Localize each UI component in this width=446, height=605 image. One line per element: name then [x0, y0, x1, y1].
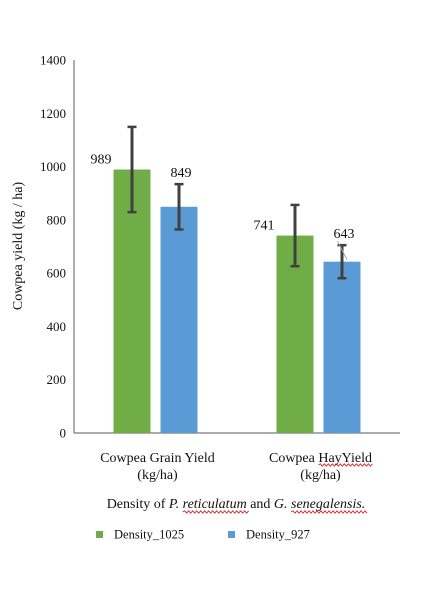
- spellcheck-squiggle: [318, 463, 373, 467]
- data-label: 643: [334, 227, 355, 242]
- y-tick-label: 1000: [40, 159, 66, 174]
- x-axis-title: Density of P. reticulatum and G. senegal…: [107, 497, 366, 512]
- error-bar: [290, 203, 300, 268]
- bar-density-1025: [113, 169, 151, 433]
- legend-item-density-927: Density_927: [228, 528, 310, 542]
- legend: Density_1025 Density_927: [96, 528, 310, 542]
- x-axis-title-part: and: [247, 497, 274, 512]
- bar-density-1025: [276, 235, 314, 433]
- category-label: Cowpea Grain Yield: [100, 451, 215, 466]
- data-labels: 989 849 741 643: [91, 153, 355, 260]
- category-label: Cowpea HayYield: [269, 451, 372, 466]
- error-bar: [127, 125, 137, 214]
- legend-label: Density_927: [246, 528, 310, 542]
- y-tick-label: 600: [47, 266, 67, 281]
- legend-item-density-1025: Density_1025: [96, 528, 184, 542]
- data-label: 849: [171, 166, 192, 181]
- category-label: (kg/ha): [137, 468, 178, 483]
- x-axis-title-part: P. reticulatum: [168, 497, 247, 512]
- y-tick-labels: 0 200 400 600 800 1000 1200 1400: [40, 53, 66, 441]
- x-axis-title-part: Density of: [107, 497, 169, 512]
- spellcheck-squiggle: [182, 510, 249, 514]
- error-bar: [174, 182, 184, 231]
- spellcheck-underlines: [182, 463, 373, 514]
- category-label: (kg/ha): [300, 468, 341, 483]
- y-tick-label: 1400: [40, 53, 66, 68]
- category-labels: Cowpea Grain Yield (kg/ha) Cowpea HayYield…: [100, 451, 372, 483]
- legend-swatch: [228, 531, 235, 538]
- y-tick-label: 1200: [40, 106, 66, 121]
- legend-swatch: [96, 531, 103, 538]
- bar-density-927: [323, 261, 361, 433]
- y-axis-title: Cowpea yield (kg / ha): [11, 182, 26, 311]
- bars: [113, 169, 361, 433]
- bar-density-927: [160, 206, 198, 433]
- y-tick-label: 400: [47, 319, 67, 334]
- spellcheck-squiggle: [290, 510, 368, 514]
- data-label: 741: [254, 219, 275, 234]
- data-label: 989: [91, 153, 112, 168]
- data-label-leader-line: [337, 240, 348, 260]
- legend-label: Density_1025: [114, 528, 184, 542]
- y-tick-label: 800: [47, 212, 67, 227]
- y-tick-label: 200: [47, 372, 67, 387]
- error-bars: [127, 125, 347, 280]
- x-axis-title-part: G. senegalensis.: [274, 497, 365, 512]
- y-tick-label: 0: [60, 426, 67, 441]
